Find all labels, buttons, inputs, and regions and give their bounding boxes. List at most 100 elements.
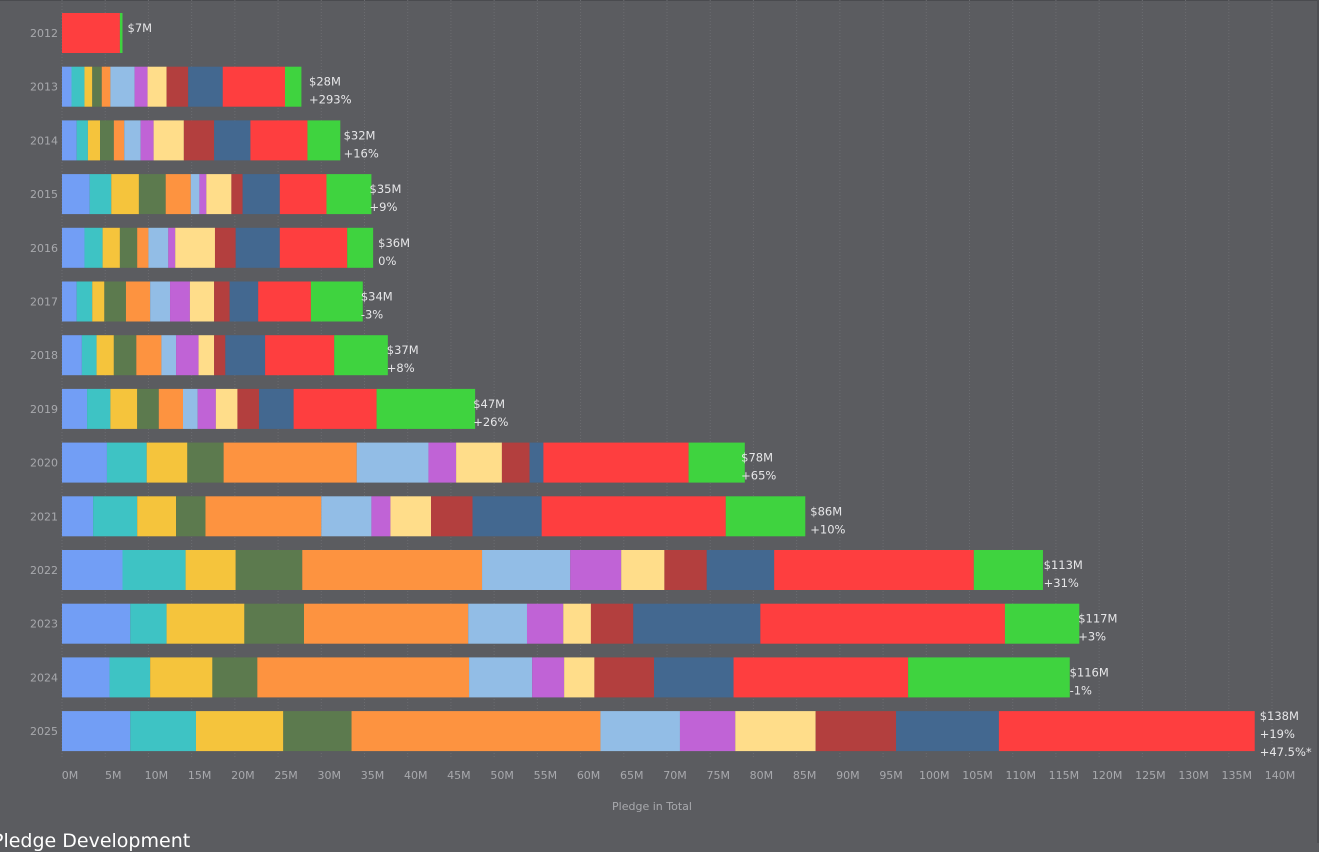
bar-segment: [146, 442, 188, 483]
bar-segment: [279, 174, 327, 215]
bar-segment: [130, 711, 196, 752]
bar-segment: [62, 442, 107, 483]
bar-segment: [62, 550, 123, 590]
bar-segment: [469, 657, 533, 698]
bar-segment: [87, 120, 101, 161]
y-tick-label: 2022: [30, 564, 58, 577]
bar-segment: [284, 66, 302, 107]
bar-segment: [148, 227, 169, 268]
bar-segment: [541, 496, 726, 537]
total-label: $78M: [741, 451, 773, 465]
x-tick-label: 100M: [919, 769, 950, 782]
y-tick-label: 2024: [30, 671, 58, 684]
total-label: $37M: [387, 343, 419, 357]
bar-segment: [119, 13, 123, 53]
bar-segment: [302, 550, 483, 590]
bar-segment: [564, 657, 595, 698]
y-tick-label: 2025: [30, 725, 58, 738]
bar-segment: [62, 174, 90, 215]
bar-segment: [76, 120, 88, 161]
bar-segment: [482, 550, 571, 590]
bar-segment: [679, 711, 736, 752]
y-tick-label: 2017: [30, 296, 58, 309]
bar-segment: [81, 335, 97, 376]
bar-segment: [334, 335, 388, 376]
bar-segment: [390, 496, 432, 537]
bar-segment: [229, 281, 259, 322]
growth-label: -3%: [361, 308, 383, 322]
bar-segment: [532, 657, 565, 698]
bar-segment: [125, 281, 151, 322]
bar-segment: [158, 388, 183, 429]
data-labels: $7M $28M +293% $32M +16% $35M +9% $36M 0% $34M -3%…: [128, 21, 1312, 759]
bar-segment: [563, 603, 591, 644]
bar-segment: [347, 227, 374, 268]
bar-segment: [93, 496, 138, 537]
bar-segment: [138, 174, 166, 215]
x-tick-label: 105M: [962, 769, 993, 782]
bar-segment: [62, 388, 88, 429]
total-label: $36M: [378, 236, 410, 250]
bar-segment: [214, 335, 226, 376]
bar-segment: [137, 496, 177, 537]
bar-segment: [183, 120, 215, 161]
bar-segment: [815, 711, 897, 752]
bar-segment: [113, 120, 125, 161]
bar-segment: [101, 66, 111, 107]
bar-segment: [62, 227, 85, 268]
bar-segment: [197, 388, 216, 429]
growth-label: +9%: [370, 200, 398, 214]
total-label: $138M: [1260, 709, 1299, 723]
bar-segment: [62, 711, 131, 752]
y-tick-label: 2020: [30, 457, 58, 470]
bar-segment: [198, 335, 215, 376]
bar-segment: [136, 335, 162, 376]
bar-segment: [62, 603, 131, 644]
bar-segment: [195, 711, 284, 752]
total-label: $86M: [810, 504, 842, 518]
bar-segment: [633, 603, 761, 644]
bar-segment: [664, 550, 707, 590]
stacked-bar-chart: 2012 2013 2014 2015 2016 2017 2018 2019 2020 2021…: [30, 0, 1312, 813]
bar-segment: [109, 657, 151, 698]
total-label: $117M: [1078, 612, 1117, 626]
total-label: $47M: [473, 397, 505, 411]
y-tick-label: 2012: [30, 27, 58, 40]
annotation-label: +47.5%*: [1260, 745, 1312, 759]
growth-label: +293%: [309, 93, 352, 107]
bar-segment: [62, 281, 77, 322]
x-tick-label: 80M: [750, 769, 774, 782]
growth-label: -1%: [1070, 683, 1092, 697]
bar-segment: [89, 174, 112, 215]
bar-segment: [165, 174, 191, 215]
bar-segment: [283, 711, 352, 752]
total-label: $7M: [128, 21, 153, 35]
bar-segment: [376, 388, 476, 429]
bar-segment: [176, 496, 206, 537]
bar-segment: [205, 496, 322, 537]
bar-segment: [235, 550, 303, 590]
bar-segment: [326, 174, 372, 215]
x-tick-label: 85M: [793, 769, 817, 782]
x-tick-label: 110M: [1005, 769, 1036, 782]
bar-segment: [774, 550, 974, 590]
x-tick-label: 115M: [1049, 769, 1080, 782]
bar-segment: [706, 550, 775, 590]
total-label: $113M: [1044, 558, 1083, 572]
bar-segment: [62, 335, 82, 376]
y-tick-label: 2021: [30, 510, 58, 523]
bar-segment: [431, 496, 473, 537]
x-tick-label: 75M: [706, 769, 730, 782]
gridlines: [61, 0, 1273, 758]
x-tick-label: 20M: [231, 769, 255, 782]
bar-segment: [71, 66, 85, 107]
bar-segment: [725, 496, 806, 537]
bar-segment: [215, 388, 238, 429]
right-edge: [1317, 0, 1319, 843]
bar-segment: [113, 335, 137, 376]
x-tick-label: 90M: [836, 769, 860, 782]
bar-segment: [733, 657, 909, 698]
bar-segment: [212, 657, 258, 698]
x-tick-label: 120M: [1092, 769, 1123, 782]
bar-segment: [543, 442, 689, 483]
